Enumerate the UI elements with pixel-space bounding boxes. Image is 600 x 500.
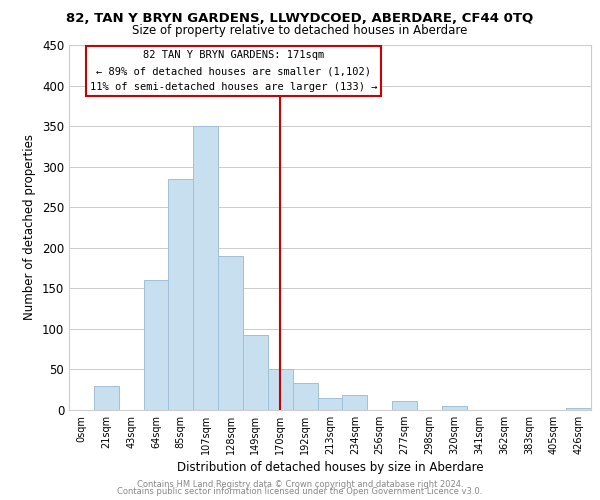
Bar	[343, 396, 367, 410]
Bar	[293, 383, 317, 410]
Bar	[392, 401, 417, 410]
Bar	[143, 280, 169, 410]
Y-axis label: Number of detached properties: Number of detached properties	[23, 134, 37, 320]
Bar	[193, 126, 218, 410]
Bar	[268, 370, 293, 410]
Text: 82 TAN Y BRYN GARDENS: 171sqm
← 89% of detached houses are smaller (1,102)
11% o: 82 TAN Y BRYN GARDENS: 171sqm ← 89% of d…	[89, 50, 377, 92]
Bar	[94, 386, 119, 410]
Text: Contains HM Land Registry data © Crown copyright and database right 2024.: Contains HM Land Registry data © Crown c…	[137, 480, 463, 489]
Text: Contains public sector information licensed under the Open Government Licence v3: Contains public sector information licen…	[118, 487, 482, 496]
Bar	[317, 398, 343, 410]
Bar	[243, 334, 268, 410]
Bar	[442, 406, 467, 410]
Bar	[218, 256, 243, 410]
Bar	[169, 179, 193, 410]
Text: Size of property relative to detached houses in Aberdare: Size of property relative to detached ho…	[133, 24, 467, 37]
X-axis label: Distribution of detached houses by size in Aberdare: Distribution of detached houses by size …	[176, 462, 484, 474]
Bar	[566, 408, 591, 410]
Text: 82, TAN Y BRYN GARDENS, LLWYDCOED, ABERDARE, CF44 0TQ: 82, TAN Y BRYN GARDENS, LLWYDCOED, ABERD…	[67, 12, 533, 26]
